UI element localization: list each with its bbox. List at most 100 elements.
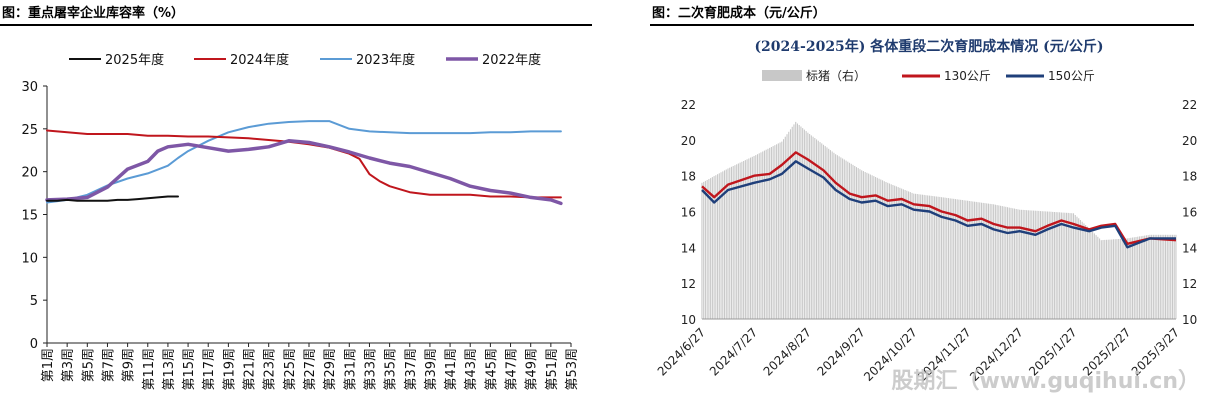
y-tick-label: 14	[681, 241, 696, 255]
bar	[1130, 237, 1132, 319]
bar	[911, 192, 913, 319]
bar	[965, 200, 967, 319]
bar	[878, 178, 880, 319]
bar	[920, 194, 922, 319]
x-tick-label: 第47周	[505, 348, 520, 391]
bar	[958, 199, 960, 319]
bar	[890, 184, 892, 319]
bar	[836, 155, 838, 319]
x-tick-label: 第1周	[41, 348, 56, 382]
bar	[753, 156, 755, 319]
bar	[703, 181, 705, 319]
bar	[1114, 239, 1116, 319]
x-tick-label: 第27周	[303, 348, 318, 391]
bar	[769, 147, 771, 319]
bar	[937, 196, 939, 319]
bar	[803, 129, 805, 319]
bar	[908, 191, 910, 319]
bar	[951, 198, 953, 319]
bar	[744, 160, 746, 319]
bar	[770, 147, 772, 319]
bar	[739, 162, 741, 319]
x-tick-label: 第21周	[243, 348, 258, 391]
bar	[975, 201, 977, 319]
bar	[1072, 213, 1075, 319]
bar	[1048, 211, 1050, 319]
bar	[1026, 210, 1028, 319]
bar	[786, 134, 788, 319]
bar	[854, 166, 856, 319]
bar	[1017, 209, 1019, 319]
x-tick-label: 第35周	[384, 348, 399, 391]
bar	[942, 197, 944, 319]
bar	[904, 190, 906, 319]
x-tick-label: 第23周	[263, 348, 278, 391]
bar	[897, 187, 899, 319]
bar	[833, 152, 835, 319]
bar	[779, 142, 781, 319]
y-tick-label: 20	[681, 134, 696, 148]
bar	[796, 123, 798, 319]
bar	[1118, 239, 1120, 319]
series-line-3	[46, 120, 562, 204]
bar	[1095, 235, 1097, 319]
x-tick-label: 第7周	[101, 348, 116, 382]
legend-swatch-bars	[762, 70, 802, 81]
bar	[1093, 233, 1095, 319]
bar	[855, 167, 858, 319]
y-tick-label: 5	[30, 294, 38, 309]
bar	[1062, 212, 1064, 319]
legend-label-1: 2025年度	[105, 52, 164, 68]
bar	[1145, 235, 1147, 319]
bar	[1052, 211, 1054, 319]
bar	[725, 169, 727, 319]
bar	[1152, 234, 1154, 319]
bar	[1088, 228, 1090, 319]
bar	[1097, 236, 1099, 319]
right-figure-title: 图：二次育肥成本（元/公斤）	[652, 6, 826, 21]
bar	[1012, 208, 1014, 319]
bar	[921, 194, 924, 319]
bar	[883, 181, 885, 319]
bar	[781, 141, 783, 319]
bar	[1024, 210, 1026, 319]
bar	[857, 168, 859, 319]
bar	[885, 182, 887, 319]
legend-label-150: 150公斤	[1048, 69, 1095, 83]
bar	[1038, 210, 1040, 319]
bar	[934, 196, 936, 319]
bar	[805, 131, 807, 319]
bar	[935, 196, 937, 319]
bar	[993, 204, 995, 319]
bar	[963, 200, 965, 319]
bar	[706, 180, 708, 319]
bar	[720, 172, 722, 319]
bar	[932, 196, 934, 319]
y-tick-label: 22	[681, 98, 696, 112]
bar	[852, 164, 854, 319]
bar	[795, 121, 797, 320]
legend-label-2: 2024年度	[230, 52, 289, 68]
bar	[941, 197, 943, 319]
x-tick-label: 第15周	[182, 348, 197, 391]
bar	[1013, 208, 1016, 319]
bar	[1034, 210, 1036, 319]
bar	[793, 124, 795, 320]
bar	[748, 158, 750, 319]
bar	[1144, 235, 1146, 319]
y-tick-label: 12	[681, 277, 696, 291]
bar	[984, 203, 986, 319]
bar	[1170, 234, 1172, 319]
bar	[968, 201, 970, 319]
bar	[967, 200, 969, 319]
x-tick-label: 2024/8/27	[761, 325, 814, 378]
bar	[758, 153, 760, 319]
bar	[862, 171, 864, 319]
x-tick-label: 2024/7/27	[707, 325, 760, 378]
bar	[715, 175, 717, 319]
bar	[760, 152, 762, 319]
bar	[972, 201, 974, 319]
bar	[987, 203, 989, 319]
bar	[1133, 237, 1135, 319]
series-line-4	[45, 139, 563, 206]
